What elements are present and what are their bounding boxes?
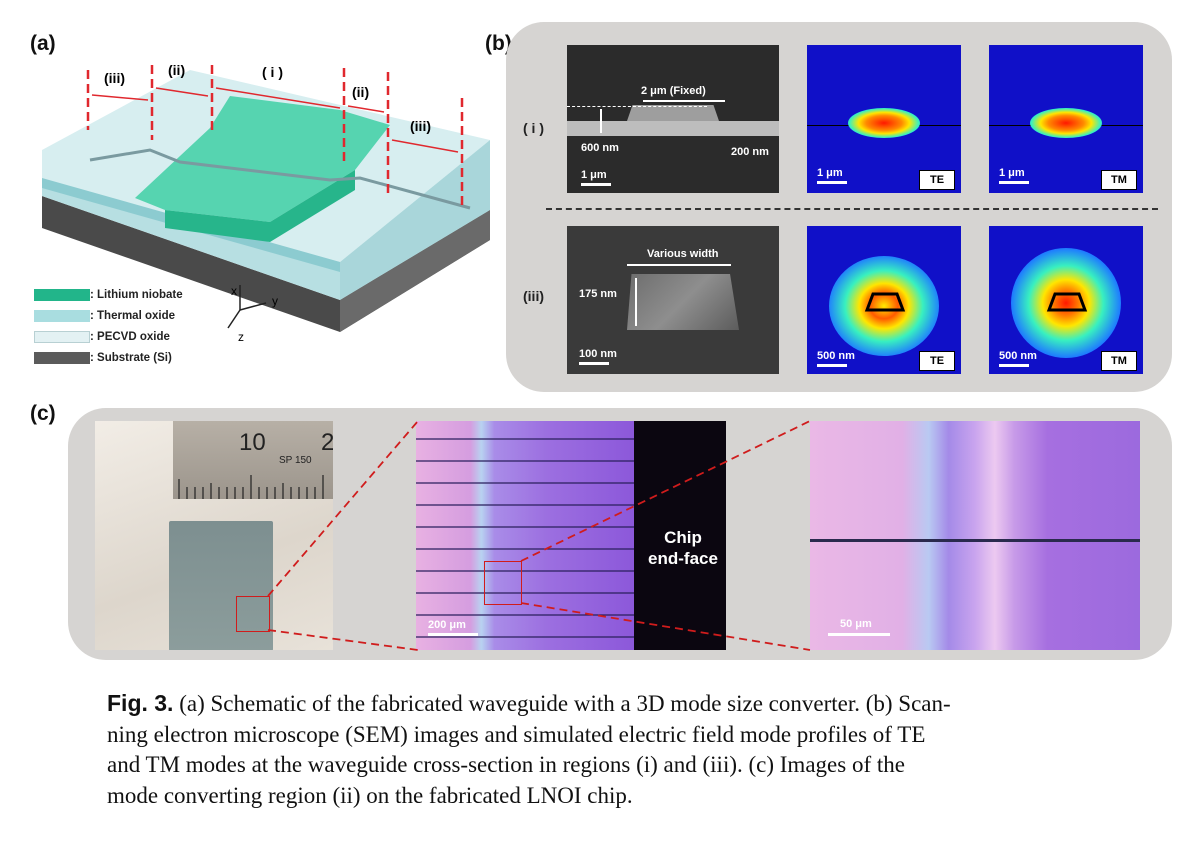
- sem-thickness-label: 600 nm: [581, 142, 619, 154]
- legend-swatch-lithium-niobate: [34, 288, 90, 301]
- legend: : Lithium niobate : Thermal oxide : PECV…: [34, 284, 183, 368]
- mode-profile-tm-region-iii: 500 nm TM: [989, 226, 1143, 374]
- mode-scale-bar-500: [817, 364, 847, 367]
- mode-profile-te-region-iii: 500 nm TE: [807, 226, 961, 374]
- scale-label-200um: 200 μm: [428, 619, 466, 631]
- endface-label-line2: end-face: [648, 549, 718, 568]
- region-label-iii-left: (iii): [104, 70, 125, 86]
- microscope-image-middle: Chip end-face 200 μm: [416, 421, 726, 650]
- sem-scale-bar-100: [579, 362, 609, 365]
- ruler-number-10: 10: [239, 429, 266, 456]
- caption-line-3: and TM modes at the waveguide cross-sect…: [107, 752, 905, 777]
- tm-badge: TM: [1101, 170, 1137, 190]
- mode-scale-bar-500: [999, 364, 1029, 367]
- lithium-niobate-region: [135, 96, 390, 222]
- mode-scale-label: 1 μm: [999, 167, 1025, 179]
- axis-y-label: y: [272, 294, 278, 308]
- waveguide-outline-te: [864, 292, 906, 312]
- sem-width-label: 2 μm (Fixed): [641, 85, 706, 97]
- te-badge-iii: TE: [919, 351, 955, 371]
- sem-various-width-label: Various width: [647, 248, 719, 260]
- sem-scale-label-100: 100 nm: [579, 348, 617, 360]
- waveguide-outline-tm: [1046, 292, 1088, 312]
- mode-scale-label: 1 μm: [817, 167, 843, 179]
- mode-scale-bar: [817, 181, 847, 184]
- endface-label-line1: Chip: [664, 528, 702, 547]
- te-badge: TE: [919, 170, 955, 190]
- axis-x-label: x: [231, 284, 237, 298]
- waveguide-schematic: [42, 65, 490, 332]
- chip-endface-label: Chip end-face: [640, 527, 726, 569]
- caption-line-1: (a) Schematic of the fabricated waveguid…: [173, 691, 951, 716]
- axis-z-label: z: [238, 330, 244, 344]
- mode-scale-label-500: 500 nm: [817, 350, 855, 362]
- legend-swatch-pecvd-oxide: [34, 330, 90, 343]
- legend-swatch-substrate: [34, 351, 90, 364]
- region-arrows: [91, 87, 459, 153]
- scale-label-50um: 50 μm: [840, 618, 872, 630]
- mode-profile-tm-region-i: 1 μm TM: [989, 45, 1143, 193]
- sem-image-region-iii: Various width 175 nm 100 nm: [567, 226, 779, 374]
- microscope-image-right: 50 μm: [810, 421, 1140, 650]
- legend-label-lithium-niobate: : Lithium niobate: [90, 288, 183, 301]
- chip-photo: 10 2 SP 150: [95, 421, 333, 650]
- panel-a-label: (a): [30, 32, 56, 55]
- scale-bar-200um: [428, 633, 478, 636]
- sem-scale-label: 1 μm: [581, 169, 607, 181]
- scale-bar-50um: [828, 633, 890, 636]
- caption-fig-label: Fig. 3.: [107, 690, 174, 716]
- waveguide-lines: [416, 438, 634, 638]
- mode-profile-te-region-i: 1 μm TE: [807, 45, 961, 193]
- ruler: 10 2 SP 150: [173, 421, 333, 499]
- figure-caption: Fig. 3. (a) Schematic of the fabricated …: [107, 688, 1107, 811]
- row-label-i: ( i ): [523, 120, 544, 136]
- legend-swatch-thermal-oxide: [34, 309, 90, 322]
- panel-c-label: (c): [30, 402, 56, 425]
- region-label-ii-right: (ii): [352, 84, 370, 100]
- region-label-i: ( i ): [262, 64, 283, 80]
- zoom-box-middle: [484, 561, 522, 605]
- ruler-brand: SP 150: [279, 455, 312, 466]
- sem-scale-bar: [581, 183, 611, 186]
- region-label-iii-right: (iii): [410, 118, 431, 134]
- region-boundaries: [86, 65, 464, 210]
- sem-image-region-i: 2 μm (Fixed) 600 nm 200 nm 1 μm: [567, 45, 779, 193]
- chip: [169, 521, 273, 650]
- sem-etch-label: 200 nm: [731, 146, 769, 158]
- mode-scale-label-500: 500 nm: [999, 350, 1037, 362]
- sem-thickness-label-175: 175 nm: [579, 288, 617, 300]
- waveguide-line-right: [810, 539, 1140, 542]
- axes-icon: [227, 285, 267, 329]
- zoom-box-chip: [236, 596, 270, 632]
- legend-label-substrate: : Substrate (Si): [90, 351, 172, 364]
- row-divider: [546, 208, 1158, 210]
- legend-label-thermal-oxide: : Thermal oxide: [90, 309, 175, 322]
- region-label-ii-left: (ii): [168, 62, 186, 78]
- caption-line-4: mode converting region (ii) on the fabri…: [107, 782, 633, 808]
- legend-label-pecvd-oxide: : PECVD oxide: [90, 330, 170, 343]
- caption-line-2: ning electron microscope (SEM) images an…: [107, 721, 926, 747]
- mode-scale-bar: [999, 181, 1029, 184]
- row-label-iii: (iii): [523, 288, 544, 304]
- ruler-number-2: 2: [321, 429, 333, 456]
- tm-badge-iii: TM: [1101, 351, 1137, 371]
- panel-b-label: (b): [485, 32, 512, 55]
